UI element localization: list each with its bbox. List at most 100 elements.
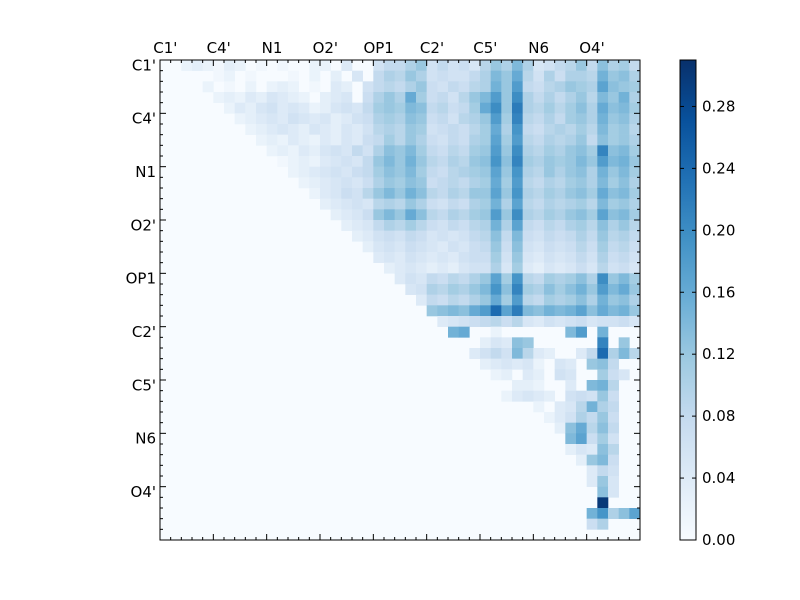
heatmap-cell: [352, 209, 363, 221]
heatmap-cell: [533, 316, 545, 327]
heatmap-cell: [362, 92, 374, 103]
heatmap-cell: [522, 81, 534, 93]
heatmap-cell: [501, 209, 513, 221]
heatmap-cell: [512, 166, 523, 178]
heatmap-cell: [448, 124, 459, 135]
heatmap-cell: [522, 369, 534, 381]
heatmap-cell: [501, 337, 513, 349]
heatmap-cell: [554, 401, 566, 413]
heatmap-cell: [448, 326, 459, 338]
heatmap-cell: [501, 177, 513, 189]
heatmap-cell: [405, 92, 417, 103]
heatmap-cell: [522, 145, 534, 157]
heatmap-cell: [362, 166, 374, 178]
heatmap-cell: [437, 252, 449, 263]
heatmap-cell: [490, 198, 502, 210]
heatmap-cell: [458, 316, 470, 327]
heatmap-cell: [544, 102, 555, 114]
heatmap-cell: [480, 92, 491, 103]
heatmap-cell: [586, 92, 598, 103]
heatmap-cell: [298, 156, 310, 167]
heatmap-cell: [426, 209, 438, 221]
heatmap-cell: [416, 241, 427, 253]
heatmap-cell: [405, 156, 417, 167]
heatmap-cell: [512, 273, 523, 285]
heatmap-cell: [256, 60, 267, 71]
heatmap-cell: [565, 422, 577, 434]
heatmap-cell: [618, 337, 630, 349]
x-tick-label: OP1: [363, 39, 393, 57]
heatmap-cell: [394, 209, 406, 221]
heatmap-cell: [373, 198, 385, 210]
heatmap-cell: [320, 134, 331, 146]
heatmap-cell: [608, 358, 619, 370]
y-tick-label: N1: [135, 163, 156, 181]
heatmap-cell: [554, 273, 566, 285]
heatmap-cell: [512, 92, 523, 103]
heatmap-cell: [501, 294, 513, 306]
heatmap-cell: [426, 198, 438, 210]
y-tick-label: C4': [132, 110, 156, 128]
heatmap-cell: [298, 102, 310, 114]
heatmap-cell: [608, 188, 619, 199]
heatmap-cell: [576, 412, 587, 423]
heatmap-cell: [554, 102, 566, 114]
heatmap-cell: [384, 92, 395, 103]
heatmap-cell: [288, 81, 299, 93]
heatmap-cell: [565, 188, 577, 199]
heatmap-cell: [554, 145, 566, 157]
heatmap-cell: [352, 198, 363, 210]
heatmap-cell: [629, 145, 641, 157]
heatmap-cell: [597, 60, 609, 71]
heatmap-cell: [565, 124, 577, 135]
heatmap-cell: [501, 134, 513, 146]
heatmap-cell: [490, 273, 502, 285]
heatmap-cell: [586, 305, 598, 317]
heatmap-cell: [608, 508, 619, 519]
heatmap-cell: [426, 262, 438, 274]
heatmap-cell: [352, 145, 363, 157]
heatmap-cell: [458, 252, 470, 263]
heatmap-cell: [565, 230, 577, 242]
heatmap-cell: [373, 252, 385, 263]
heatmap-cell: [490, 166, 502, 178]
heatmap-cell: [298, 177, 310, 189]
heatmap-cell: [608, 294, 619, 306]
heatmap-cell: [320, 124, 331, 135]
heatmap-cell: [586, 81, 598, 93]
heatmap-cell: [597, 241, 609, 253]
heatmap-cell: [586, 252, 598, 263]
heatmap-cell: [501, 81, 513, 93]
heatmap-cell: [597, 316, 609, 327]
heatmap-cell: [448, 145, 459, 157]
heatmap-cell: [565, 326, 577, 338]
heatmap-cell: [416, 70, 427, 82]
heatmap-cell: [202, 60, 214, 71]
heatmap-cell: [480, 156, 491, 167]
heatmap-cell: [544, 305, 555, 317]
heatmap-cell: [394, 177, 406, 189]
heatmap-cell: [533, 241, 545, 253]
heatmap-cell: [469, 188, 481, 199]
heatmap-cell: [629, 156, 641, 167]
heatmap-cell: [512, 70, 523, 82]
heatmap-cell: [405, 284, 417, 295]
heatmap-cell: [416, 177, 427, 189]
heatmap-cell: [480, 81, 491, 93]
heatmap-cell: [426, 70, 438, 82]
heatmap-cell: [522, 198, 534, 210]
heatmap-cell: [586, 134, 598, 146]
heatmap-cell: [352, 156, 363, 167]
heatmap-cell: [245, 70, 257, 82]
heatmap-cell: [554, 220, 566, 231]
heatmap-cell: [490, 316, 502, 327]
heatmap-cell: [608, 220, 619, 231]
heatmap-cell: [533, 60, 545, 71]
heatmap-cell: [565, 113, 577, 125]
heatmap-cell: [533, 273, 545, 285]
heatmap-cell: [384, 241, 395, 253]
heatmap-cell: [480, 177, 491, 189]
heatmap-cell: [490, 241, 502, 253]
heatmap-cell: [544, 145, 555, 157]
heatmap-cell: [618, 241, 630, 253]
